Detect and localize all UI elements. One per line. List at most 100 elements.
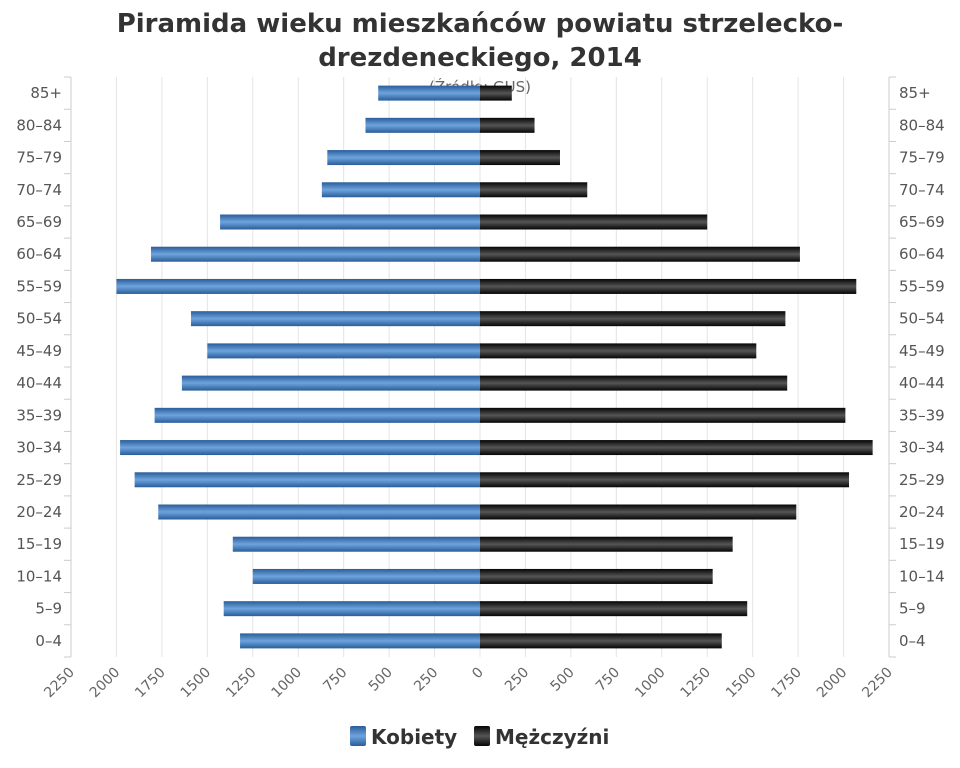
bar-mezczyzni[interactable] bbox=[480, 246, 800, 262]
x-tick-label: 2000 bbox=[814, 665, 851, 702]
category-label-right: 70–74 bbox=[899, 181, 945, 199]
bar-mezczyzni[interactable] bbox=[480, 214, 708, 230]
bar-mezczyzni[interactable] bbox=[480, 85, 512, 101]
category-label-left: 45–49 bbox=[16, 342, 62, 360]
bar-mezczyzni[interactable] bbox=[480, 311, 786, 327]
category-label-right: 40–44 bbox=[899, 374, 945, 392]
category-label-right: 50–54 bbox=[899, 310, 945, 328]
bar-mezczyzni[interactable] bbox=[480, 601, 748, 617]
legend: Kobiety Mężczyźni bbox=[350, 725, 609, 749]
legend-swatch-kobiety bbox=[350, 726, 366, 746]
legend-item-mezczyzni[interactable]: Mężczyźni bbox=[474, 725, 609, 749]
x-tick-label: 500 bbox=[366, 665, 396, 695]
grid-lines bbox=[70, 77, 890, 657]
bar-kobiety[interactable] bbox=[158, 504, 480, 520]
bar-kobiety[interactable] bbox=[154, 407, 480, 423]
bar-kobiety[interactable] bbox=[220, 214, 480, 230]
bar-kobiety[interactable] bbox=[232, 536, 480, 552]
bar-mezczyzni[interactable] bbox=[480, 536, 733, 552]
category-label-right: 30–34 bbox=[899, 439, 945, 457]
bar-kobiety[interactable] bbox=[240, 633, 480, 649]
legend-item-kobiety[interactable]: Kobiety bbox=[350, 725, 457, 749]
category-label-right: 25–29 bbox=[899, 471, 945, 489]
bar-kobiety[interactable] bbox=[120, 440, 480, 456]
x-tick-label: 500 bbox=[547, 665, 577, 695]
category-label-right: 80–84 bbox=[899, 116, 945, 134]
category-label-right: 20–24 bbox=[899, 503, 945, 521]
bar-mezczyzni[interactable] bbox=[480, 182, 588, 198]
axes bbox=[64, 76, 896, 658]
bar-mezczyzni[interactable] bbox=[480, 504, 797, 520]
category-label-right: 65–69 bbox=[899, 213, 945, 231]
category-label-left: 20–24 bbox=[16, 503, 62, 521]
category-label-left: 65–69 bbox=[16, 213, 62, 231]
category-label-left: 85+ bbox=[30, 84, 62, 102]
bar-mezczyzni[interactable] bbox=[480, 568, 713, 584]
x-tick-labels: 2250 2000 1750 1500 1250 1000 750 500 250 0 250 500… bbox=[41, 665, 896, 702]
legend-label-mezczyzni: Mężczyźni bbox=[495, 725, 609, 749]
x-tick-label: 750 bbox=[320, 665, 350, 695]
category-label-left: 55–59 bbox=[16, 277, 62, 295]
category-label-left: 30–34 bbox=[16, 439, 62, 457]
x-tick-label: 1250 bbox=[223, 665, 260, 702]
bar-mezczyzni[interactable] bbox=[480, 407, 846, 423]
x-tick-label: 2000 bbox=[87, 665, 124, 702]
x-tick-label: 250 bbox=[411, 665, 441, 695]
bars bbox=[116, 85, 873, 649]
bar-kobiety[interactable] bbox=[181, 375, 480, 391]
bar-mezczyzni[interactable] bbox=[480, 117, 535, 133]
bar-mezczyzni[interactable] bbox=[480, 278, 857, 294]
x-tick-label: 750 bbox=[593, 665, 623, 695]
bar-mezczyzni[interactable] bbox=[480, 150, 560, 166]
bar-kobiety[interactable] bbox=[116, 278, 480, 294]
category-label-right: 55–59 bbox=[899, 277, 945, 295]
bar-kobiety[interactable] bbox=[134, 472, 480, 488]
chart-title-line-1: Piramida wieku mieszkańców powiatu strze… bbox=[117, 9, 844, 39]
x-tick-label: 1500 bbox=[723, 665, 760, 702]
x-tick-label: 2250 bbox=[41, 665, 78, 702]
category-label-left: 35–39 bbox=[16, 406, 62, 424]
category-label-left: 40–44 bbox=[16, 374, 62, 392]
category-label-left: 80–84 bbox=[16, 116, 62, 134]
category-label-left: 15–19 bbox=[16, 535, 62, 553]
category-label-right: 5–9 bbox=[899, 600, 926, 618]
category-label-right: 60–64 bbox=[899, 245, 945, 263]
category-label-left: 60–64 bbox=[16, 245, 62, 263]
x-tick-label: 1750 bbox=[132, 665, 169, 702]
category-label-right: 85+ bbox=[899, 84, 931, 102]
bar-kobiety[interactable] bbox=[365, 117, 480, 133]
legend-swatch-mezczyzni bbox=[474, 726, 490, 746]
bar-mezczyzni[interactable] bbox=[480, 343, 757, 359]
bar-mezczyzni[interactable] bbox=[480, 440, 873, 456]
category-label-left: 10–14 bbox=[16, 567, 62, 585]
bar-kobiety[interactable] bbox=[190, 311, 480, 327]
bar-kobiety[interactable] bbox=[321, 182, 480, 198]
category-label-right: 15–19 bbox=[899, 535, 945, 553]
category-label-right: 0–4 bbox=[899, 632, 926, 650]
category-label-right: 10–14 bbox=[899, 567, 945, 585]
bar-kobiety[interactable] bbox=[252, 568, 480, 584]
category-label-left: 70–74 bbox=[16, 181, 62, 199]
category-label-left: 25–29 bbox=[16, 471, 62, 489]
bar-kobiety[interactable] bbox=[327, 150, 480, 166]
x-tick-label: 1000 bbox=[269, 665, 306, 702]
x-tick-label: 1000 bbox=[632, 665, 669, 702]
bar-mezczyzni[interactable] bbox=[480, 375, 788, 391]
x-tick-label: 1250 bbox=[678, 665, 715, 702]
bar-kobiety[interactable] bbox=[378, 85, 480, 101]
bar-kobiety[interactable] bbox=[207, 343, 481, 359]
bar-kobiety[interactable] bbox=[150, 246, 480, 262]
bar-mezczyzni[interactable] bbox=[480, 472, 850, 488]
x-tick-label: 0 bbox=[469, 665, 487, 683]
chart-title-line-2: drezdeneckiego, 2014 bbox=[318, 43, 642, 73]
category-label-right: 35–39 bbox=[899, 406, 945, 424]
x-tick-label: 1500 bbox=[178, 665, 215, 702]
category-label-left: 0–4 bbox=[35, 632, 62, 650]
bar-kobiety[interactable] bbox=[223, 601, 480, 617]
x-tick-label: 1750 bbox=[768, 665, 805, 702]
legend-label-kobiety: Kobiety bbox=[371, 725, 457, 749]
x-tick-label: 250 bbox=[502, 665, 532, 695]
bar-mezczyzni[interactable] bbox=[480, 633, 722, 649]
category-label-right: 75–79 bbox=[899, 149, 945, 167]
